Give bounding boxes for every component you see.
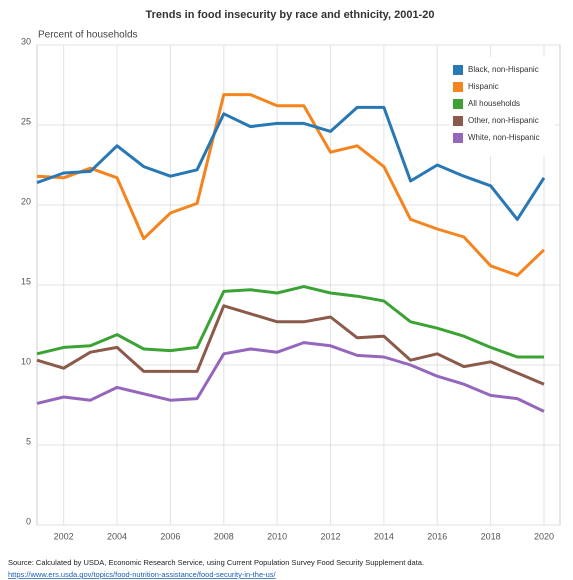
legend-box — [449, 57, 555, 156]
x-tick-label: 2018 — [481, 531, 501, 541]
legend-label: All households — [468, 99, 520, 108]
series-line — [36, 341, 545, 413]
x-tick-label: 2008 — [214, 531, 234, 541]
x-tick-label: 2016 — [427, 531, 447, 541]
x-tick-label: 2010 — [267, 531, 287, 541]
y-axis-label: Percent of households — [38, 30, 138, 41]
series-line — [36, 285, 544, 359]
source-link[interactable]: https://www.ers.usda.gov/topics/food-nut… — [8, 570, 277, 579]
x-tick-label: 2004 — [107, 531, 127, 541]
legend-label: Hispanic — [468, 82, 499, 91]
series-line — [36, 93, 546, 277]
legend-swatch — [453, 133, 463, 143]
legend-swatch — [453, 65, 463, 75]
legend-swatch — [453, 116, 463, 126]
y-tick-label: 5 — [26, 436, 31, 446]
series-line — [36, 304, 545, 386]
x-tick-label: 2006 — [160, 531, 180, 541]
x-tick-label: 2002 — [54, 531, 74, 541]
x-tick-label: 2014 — [374, 531, 394, 541]
y-tick-label: 0 — [26, 516, 31, 526]
legend-label: White, non-Hispanic — [468, 133, 540, 142]
y-tick-label: 20 — [21, 196, 31, 206]
series-line — [36, 105, 546, 221]
x-tick-label: 2020 — [534, 531, 554, 541]
y-tick-label: 15 — [21, 276, 31, 286]
legend-swatch — [453, 99, 463, 109]
chart-title: Trends in food insecurity by race and et… — [146, 9, 435, 21]
source-note: Source: Calculated by USDA, Economic Res… — [8, 558, 424, 567]
y-tick-label: 25 — [21, 116, 31, 126]
x-tick-label: 2012 — [321, 531, 341, 541]
legend-label: Black, non-Hispanic — [468, 65, 539, 74]
legend-label: Other, non-Hispanic — [468, 116, 539, 125]
y-tick-label: 30 — [21, 36, 31, 46]
y-tick-label: 10 — [21, 356, 31, 366]
legend-swatch — [453, 82, 463, 92]
